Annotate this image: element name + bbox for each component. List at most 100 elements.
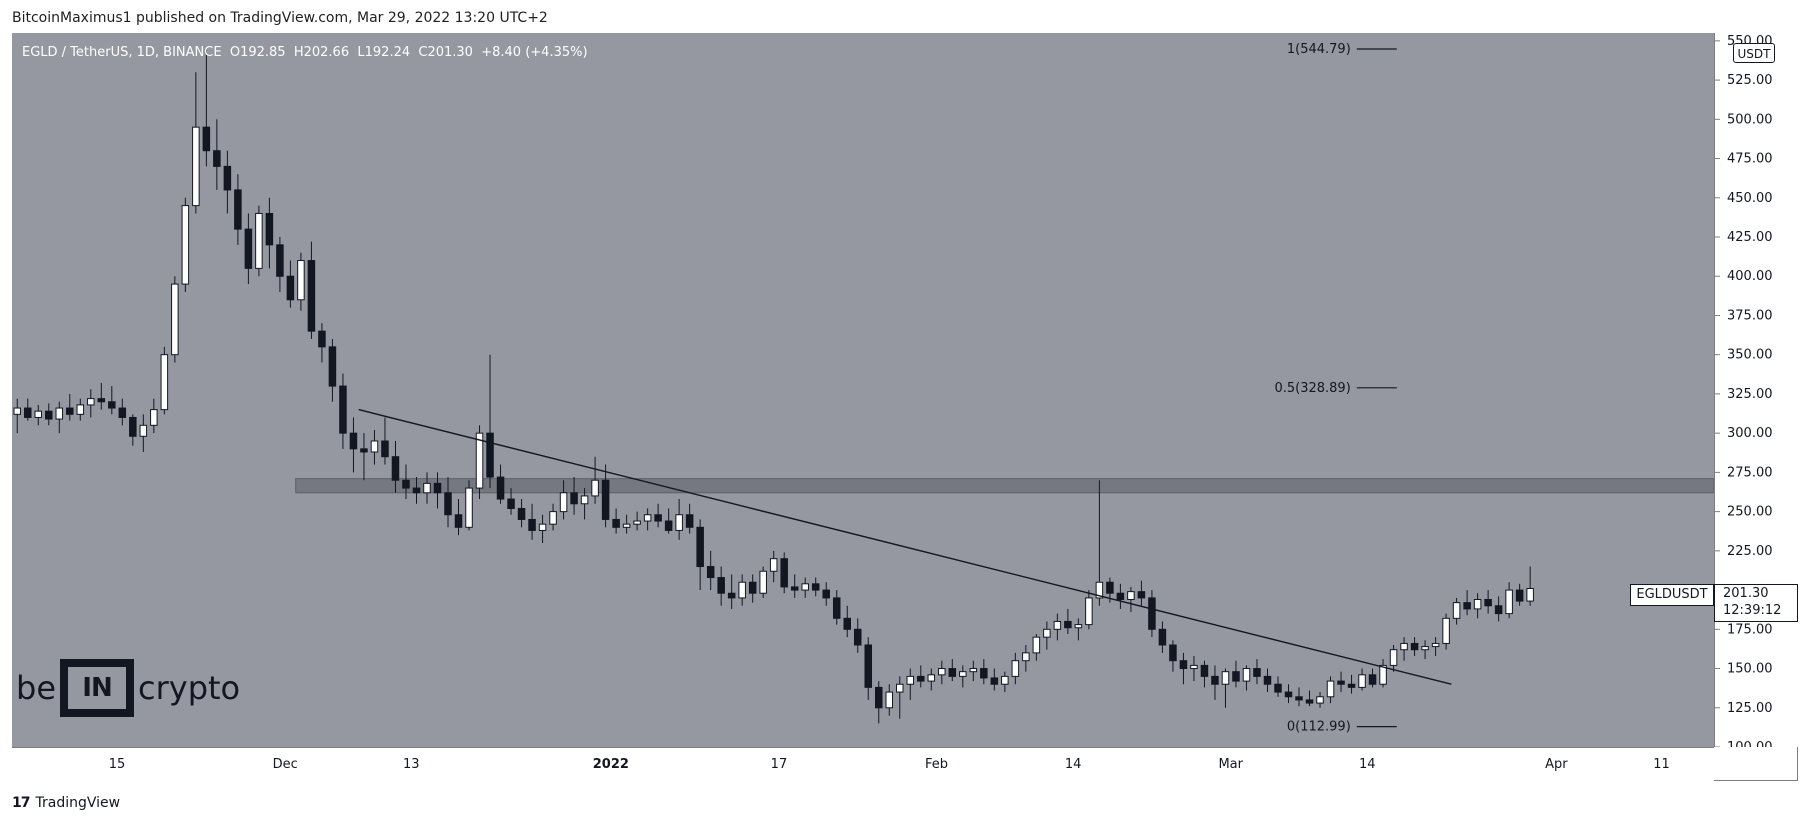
candle — [706, 550, 715, 591]
candle — [1347, 674, 1356, 694]
currency-unit-button[interactable]: USDT — [1733, 43, 1775, 63]
candle-body-down — [360, 448, 368, 453]
candle-body-down — [433, 482, 442, 494]
candle-body-down — [486, 432, 494, 478]
descending-trendline — [358, 408, 1452, 685]
price-tick-label: 100.00 — [1727, 740, 1773, 747]
candle-body-down — [349, 432, 358, 450]
candle — [265, 197, 274, 269]
candle — [1494, 596, 1503, 622]
candle-body-down — [1211, 675, 1219, 685]
time-tick-label: 17 — [771, 757, 788, 772]
candle-body-up — [1242, 668, 1251, 682]
candle-body-up — [13, 407, 22, 415]
published-by: BitcoinMaximus1 published on TradingView… — [12, 10, 548, 26]
candle — [906, 668, 915, 700]
time-axis[interactable]: 15 Dec 13 2022 17 Feb 14 Mar 14 Apr 11 — [12, 747, 1714, 782]
candle-body-down — [528, 518, 536, 531]
candle — [727, 574, 736, 609]
candle-body-up — [801, 583, 809, 591]
candle — [1242, 665, 1251, 691]
candle-body-down — [601, 479, 610, 520]
candle-body-down — [276, 244, 284, 277]
plot-area[interactable]: 1(544.79) 0.5(328.89) 0(112.99) — [12, 33, 1714, 747]
candle-body-up — [1011, 660, 1020, 677]
symbol-legend: EGLD / TetherUS, 1D, BINANCE O192.85 H20… — [22, 45, 588, 60]
candle — [465, 480, 473, 531]
candle-body-down — [202, 126, 211, 152]
candle — [1095, 480, 1104, 606]
candle-body-up — [297, 260, 305, 301]
legend-symbol: EGLD / TetherUS, 1D, BINANCE — [22, 45, 222, 60]
candle-body-up — [633, 520, 641, 525]
legend-low-label: L — [357, 45, 365, 60]
candle — [160, 346, 169, 415]
price-tick-label: 175.00 — [1727, 622, 1773, 637]
candle — [1263, 668, 1272, 693]
candle — [885, 684, 894, 716]
candle — [328, 339, 337, 402]
candle — [538, 514, 547, 543]
price-tick-label: 300.00 — [1727, 426, 1773, 441]
price-tick-label: 450.00 — [1727, 191, 1773, 206]
price-tick-label: 150.00 — [1727, 662, 1773, 677]
time-tick-label: 13 — [403, 757, 420, 772]
candle-body-down — [1179, 660, 1188, 670]
candle-body-up — [76, 404, 85, 415]
tradingview-brand[interactable]: TradingView — [35, 795, 121, 811]
candle — [748, 574, 757, 603]
tradingview-logo-icon[interactable]: 17 — [12, 795, 31, 811]
candle — [370, 430, 379, 465]
candle — [129, 414, 137, 446]
candle — [297, 252, 305, 311]
time-tick-label: 15 — [109, 757, 126, 772]
candle — [171, 276, 179, 363]
candle-body-down — [24, 407, 32, 418]
candle — [980, 659, 988, 685]
candle-body-down — [811, 583, 820, 591]
candle-body-up — [87, 398, 95, 406]
candle — [1410, 637, 1419, 656]
time-tick-label: Apr — [1545, 757, 1568, 772]
price-tick-label: 350.00 — [1727, 348, 1773, 363]
candle — [391, 441, 400, 493]
candle — [717, 566, 725, 606]
candle-body-down — [917, 675, 925, 682]
candle — [1022, 645, 1030, 672]
candle-body-up — [181, 205, 190, 285]
candle-body-up — [423, 482, 431, 494]
candle-body-up — [769, 558, 778, 572]
time-axis-labels: 15 Dec 13 2022 17 Feb 14 Mar 14 Apr 11 — [109, 757, 1670, 772]
candlestick-chart[interactable]: 1(544.79) 0.5(328.89) 0(112.99) — [12, 33, 1714, 747]
candle-body-down — [780, 558, 788, 588]
candle — [234, 174, 242, 245]
fib-level-label: 0(112.99) — [1287, 720, 1351, 735]
candle-body-down — [832, 597, 841, 619]
legend-open-label: O — [229, 45, 241, 60]
candle-body-up — [885, 691, 894, 709]
candle-body-down — [1169, 644, 1177, 662]
candle-body-down — [244, 228, 253, 269]
candle-body-down — [444, 492, 452, 516]
candle — [1421, 640, 1429, 660]
candle — [1169, 640, 1177, 672]
candle — [381, 417, 389, 465]
candle — [244, 213, 253, 285]
candle-body-up — [675, 514, 683, 531]
candle — [76, 398, 85, 421]
candle — [444, 477, 452, 528]
candle — [118, 398, 127, 426]
candle — [990, 668, 999, 691]
candle-body-up — [1505, 589, 1513, 615]
candle — [1400, 637, 1408, 661]
candle-body-down — [1274, 683, 1282, 693]
candle-body-up — [465, 487, 473, 528]
candle — [475, 425, 484, 500]
watermark-box: IN — [60, 659, 134, 717]
candle — [1179, 652, 1188, 685]
price-axis[interactable]: 100.00125.00150.00175.00200.00225.00250.… — [1714, 33, 1799, 747]
candle — [696, 519, 704, 591]
resistance-zone — [295, 478, 1714, 494]
candle-body-down — [790, 586, 799, 591]
candle — [769, 550, 778, 583]
